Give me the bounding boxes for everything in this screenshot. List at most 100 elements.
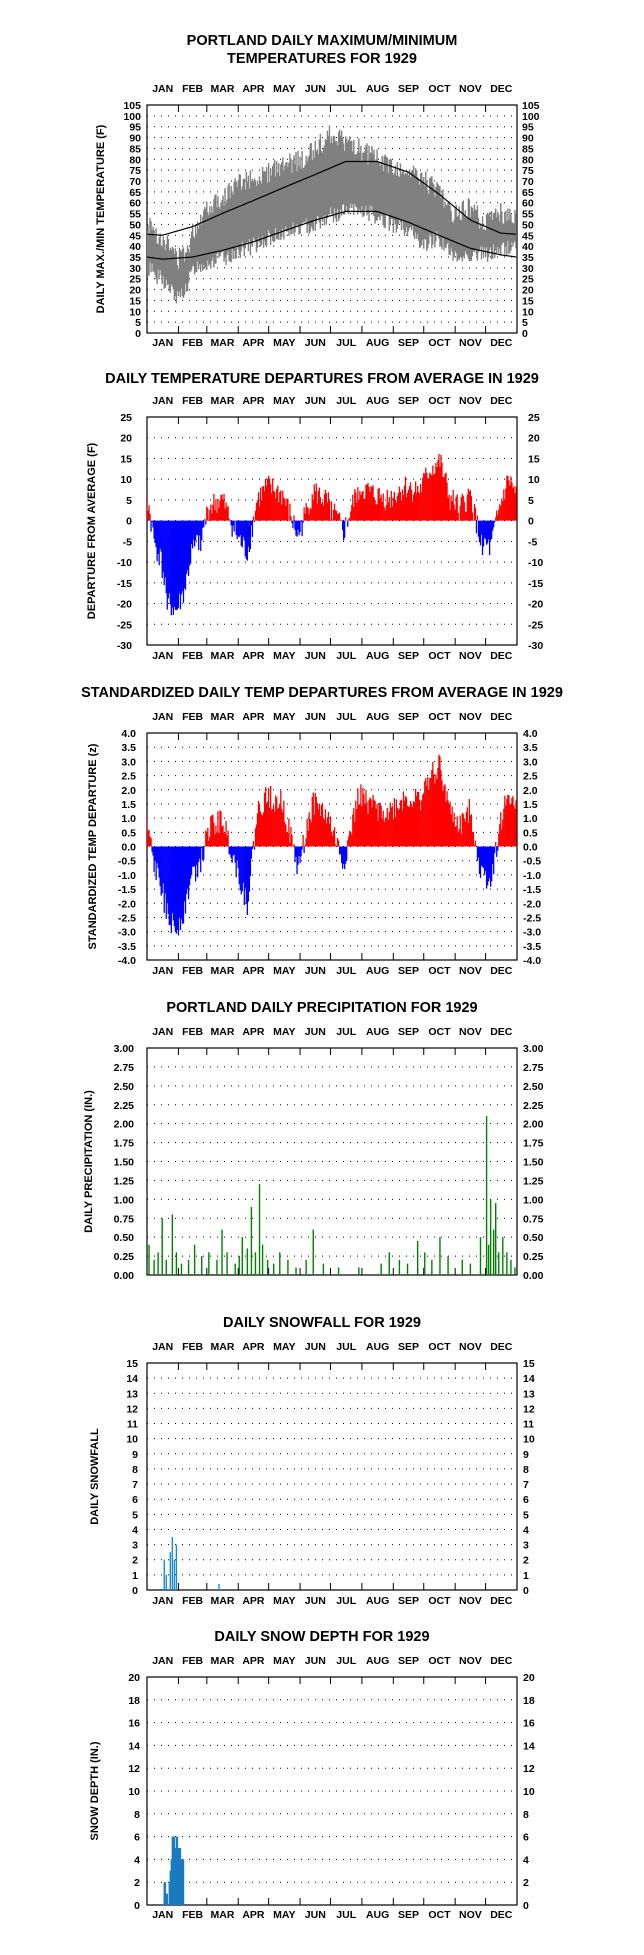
month-label-top: AUG — [366, 83, 389, 95]
y-tick-label-right: -5 — [528, 536, 537, 548]
y-tick-label-left: -1.0 — [118, 870, 136, 882]
chart-panel-2: DAILY TEMPERATURE DEPARTURES FROM AVERAG… — [86, 371, 543, 662]
chart-panel-5: DAILY SNOWFALL FOR 1929 JAN JAN FEB FEB MAR MA… — [89, 1315, 535, 1607]
month-label-top: FEB — [182, 1655, 203, 1667]
y-tick-label-left: 14 — [126, 1373, 138, 1385]
month-label-bottom: JAN — [152, 337, 173, 349]
snow-depth-bar — [174, 1848, 177, 1905]
month-label-bottom: DEC — [490, 1595, 513, 1607]
month-label-bottom: APR — [242, 650, 265, 662]
y-tick-label-right: 2 — [523, 1555, 529, 1567]
y-tick-label-left: 20 — [129, 285, 141, 297]
y-tick-label-left: 8 — [134, 1809, 140, 1821]
month-label-bottom: JUN — [305, 337, 326, 349]
y-tick-label-left: -25 — [117, 619, 132, 631]
y-tick-label-left: 1.00 — [114, 1194, 135, 1206]
month-label-top: APR — [242, 711, 265, 723]
y-tick-label-left: -3.5 — [118, 941, 136, 953]
y-tick-label-right: 20 — [523, 1672, 535, 1684]
y-tick-label-left: -2.0 — [118, 898, 136, 910]
month-label-top: AUG — [366, 711, 389, 723]
y-tick-label-right: 10 — [523, 1434, 535, 1446]
month-label-bottom: FEB — [182, 1595, 203, 1607]
y-tick-label-right: 25 — [522, 274, 534, 286]
month-label-top: OCT — [428, 1341, 451, 1353]
y-axis-title: STANDARDIZED TEMP DEPARTURE (z) — [87, 743, 99, 949]
plot-frame — [146, 1362, 518, 1591]
y-tick-label-right: 15 — [528, 453, 540, 465]
y-tick-label-right: 40 — [522, 241, 534, 253]
month-label-top: OCT — [428, 83, 451, 95]
y-tick-label-right: 7 — [523, 1479, 529, 1491]
y-tick-label-left: 4 — [134, 1854, 140, 1866]
y-tick-label-left: 10 — [126, 1434, 138, 1446]
month-label-top: JUN — [305, 83, 326, 95]
y-tick-label-left: 105 — [123, 100, 141, 112]
y-tick-label-right: 5 — [523, 1509, 529, 1521]
y-tick-label-right: 1.25 — [523, 1175, 544, 1187]
y-tick-label-left: 0.0 — [121, 842, 136, 854]
y-tick-label-right: 3 — [523, 1540, 529, 1552]
y-tick-label-right: 1.00 — [523, 1194, 544, 1206]
month-label-top: JUL — [336, 711, 356, 723]
y-tick-label-right: 85 — [522, 143, 534, 155]
y-tick-label-right: 100 — [522, 111, 540, 123]
month-label-top: NOV — [459, 1655, 482, 1667]
y-tick-label-right: 0 — [523, 1900, 529, 1912]
month-label-bottom: FEB — [182, 965, 203, 977]
snow-depth-bar — [164, 1882, 166, 1905]
y-tick-label-left: -20 — [117, 599, 132, 611]
month-label-bottom: DEC — [490, 337, 513, 349]
y-tick-label-right: 90 — [522, 133, 534, 145]
month-label-top: SEP — [398, 1341, 419, 1353]
month-label-top: JUN — [305, 395, 326, 407]
y-tick-label-right: 2.5 — [523, 771, 538, 783]
y-tick-label-right: -3.0 — [523, 927, 541, 939]
snow-depth-bar — [176, 1836, 179, 1905]
plot-area — [147, 453, 517, 616]
month-label-bottom: JUN — [305, 1909, 326, 1921]
month-label-top: OCT — [428, 1655, 451, 1667]
y-tick-label-right: 1.50 — [523, 1157, 544, 1169]
y-tick-label-right: 75 — [522, 165, 534, 177]
month-label-top: MAR — [211, 1341, 235, 1353]
snow-depth-bar — [165, 1893, 167, 1905]
month-label-top: APR — [242, 395, 265, 407]
month-label-bottom: APR — [242, 337, 265, 349]
snow-depth-bar — [175, 1836, 178, 1905]
y-tick-label-right: -2.0 — [523, 898, 541, 910]
month-label-bottom: NOV — [459, 337, 482, 349]
y-tick-label-left: 40 — [129, 241, 141, 253]
month-label-bottom: SEP — [398, 1909, 419, 1921]
plot-area — [148, 1116, 516, 1275]
y-tick-label-left: 8 — [132, 1464, 138, 1476]
y-axis-title: DAILY SNOWFALL — [89, 1428, 101, 1525]
month-label-top: MAR — [211, 1026, 235, 1038]
y-tick-label-right: -2.5 — [523, 912, 541, 924]
y-tick-label-left: 5 — [132, 1509, 138, 1521]
month-label-bottom: MAY — [273, 1595, 295, 1607]
y-tick-label-right: 8 — [523, 1809, 529, 1821]
month-label-bottom: FEB — [182, 1909, 203, 1921]
y-tick-label-right: 0.00 — [523, 1270, 544, 1282]
month-label-top: FEB — [182, 395, 203, 407]
y-axis-title: SNOW DEPTH (IN.) — [89, 1741, 101, 1840]
y-tick-label-left: 11 — [127, 1419, 138, 1431]
y-tick-label-left: 65 — [129, 187, 141, 199]
chart-panel-1: PORTLAND DAILY MAXIMUM/MINIMUM TEMPERATUR… — [95, 33, 540, 349]
y-tick-label-left: 55 — [129, 209, 141, 221]
y-tick-label-right: 12 — [523, 1403, 535, 1415]
month-label-bottom: FEB — [182, 337, 203, 349]
month-label-top: FEB — [182, 1026, 203, 1038]
chart-title: PORTLAND DAILY PRECIPITATION FOR 1929 — [166, 1000, 477, 1016]
month-label-bottom: APR — [242, 1909, 265, 1921]
y-tick-label-left: 15 — [126, 1358, 138, 1370]
y-tick-label-right: -10 — [528, 557, 543, 569]
month-label-bottom: DEC — [490, 650, 513, 662]
y-tick-label-right: -15 — [528, 578, 543, 590]
month-label-bottom: NOV — [459, 1909, 482, 1921]
y-tick-label-right: 9 — [523, 1449, 529, 1461]
y-tick-label-right: 80 — [522, 154, 534, 166]
month-label-top: DEC — [490, 1341, 513, 1353]
y-tick-label-right: 0.50 — [523, 1232, 544, 1244]
